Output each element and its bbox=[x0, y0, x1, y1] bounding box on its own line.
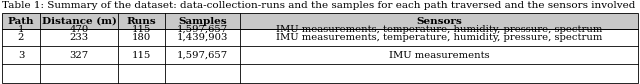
Text: 1,597,657: 1,597,657 bbox=[177, 25, 228, 34]
Bar bbox=[2, 46, 638, 64]
Text: Distance (m): Distance (m) bbox=[42, 16, 116, 26]
Text: 1: 1 bbox=[18, 25, 24, 34]
Text: Samples: Samples bbox=[178, 16, 227, 26]
Text: IMU measurements: IMU measurements bbox=[388, 50, 490, 59]
Text: 327: 327 bbox=[69, 50, 88, 59]
Text: 2: 2 bbox=[18, 33, 24, 42]
Text: 470: 470 bbox=[69, 25, 88, 34]
Text: Table 1: Summary of the dataset: data-collection-runs and the samples for each p: Table 1: Summary of the dataset: data-co… bbox=[2, 2, 636, 10]
Text: 3: 3 bbox=[18, 50, 24, 59]
Text: IMU measurements, temperature, humidity, pressure, spectrum: IMU measurements, temperature, humidity,… bbox=[276, 33, 602, 42]
Text: 233: 233 bbox=[69, 33, 88, 42]
Text: 115: 115 bbox=[132, 50, 151, 59]
Text: 1,597,657: 1,597,657 bbox=[177, 50, 228, 59]
Bar bbox=[2, 29, 638, 46]
Text: 180: 180 bbox=[132, 33, 151, 42]
Text: Runs: Runs bbox=[127, 16, 156, 26]
Bar bbox=[2, 13, 638, 29]
Text: 115: 115 bbox=[132, 25, 151, 34]
Text: Path: Path bbox=[8, 16, 35, 26]
Text: 1,439,903: 1,439,903 bbox=[177, 33, 228, 42]
Text: Sensors: Sensors bbox=[416, 16, 462, 26]
Bar bbox=[2, 13, 638, 83]
Text: IMU measurements, temperature, humidity, pressure, spectrum: IMU measurements, temperature, humidity,… bbox=[276, 25, 602, 34]
